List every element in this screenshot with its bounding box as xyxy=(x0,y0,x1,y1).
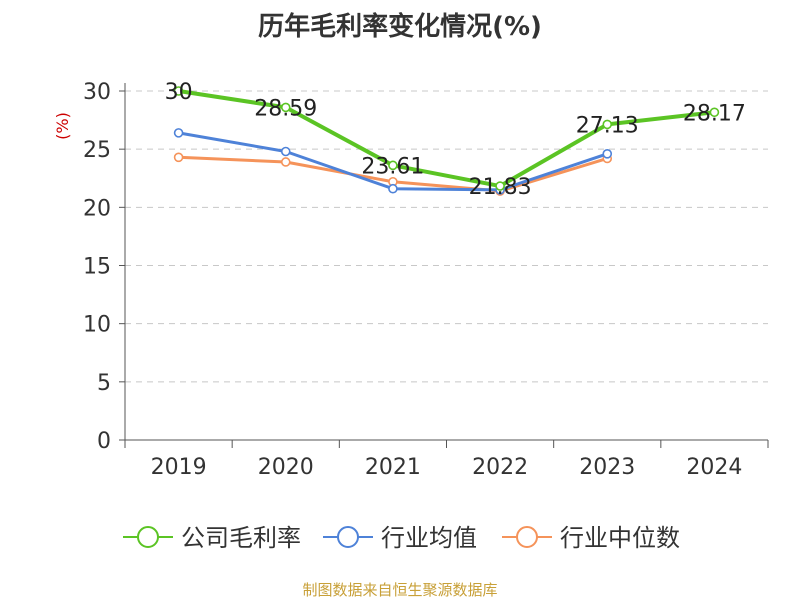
data-point[interactable] xyxy=(173,152,184,163)
data-labels: 30 28.59 23.61 21.83 27.13 28.17 xyxy=(165,80,746,200)
series-lines xyxy=(173,86,720,196)
legend: 公司毛利率 行业均值 行业中位数 xyxy=(123,524,680,552)
legend-label: 行业中位数 xyxy=(560,524,680,552)
data-point[interactable] xyxy=(280,102,291,113)
legend-item[interactable]: 行业均值 xyxy=(323,524,477,552)
legend-label: 公司毛利率 xyxy=(181,524,301,552)
source-note: 制图数据来自恒生聚源数据库 xyxy=(302,581,498,599)
data-label: 23.61 xyxy=(361,154,424,179)
data-label: 27.13 xyxy=(576,113,639,138)
data-label: 30 xyxy=(165,80,193,105)
data-label: 21.83 xyxy=(469,175,532,200)
y-axis-unit-label: (%) xyxy=(53,112,72,140)
data-point[interactable] xyxy=(173,86,184,96)
data-point[interactable] xyxy=(280,157,291,167)
data-point[interactable] xyxy=(388,160,398,171)
legend-label: 行业均值 xyxy=(381,524,477,552)
x-tick-label: 2020 xyxy=(258,455,314,480)
data-point[interactable] xyxy=(280,146,291,157)
x-tick-label: 2021 xyxy=(365,455,421,480)
data-label: 28.59 xyxy=(254,96,317,121)
y-tick-label: 10 xyxy=(83,313,111,338)
y-tick-label: 20 xyxy=(83,196,111,221)
y-tick-label: 30 xyxy=(83,80,111,105)
data-point[interactable] xyxy=(173,128,184,138)
axes: 0 5 10 15 20 25 30 2019 2020 2021 2022 2023 2024 xyxy=(83,80,769,480)
y-tick-label: 25 xyxy=(83,138,111,163)
legend-item[interactable]: 行业中位数 xyxy=(502,524,680,552)
y-tick-label: 5 xyxy=(97,371,111,396)
chart-title: 历年毛利率变化情况(%) xyxy=(258,12,542,42)
data-point[interactable] xyxy=(495,181,505,191)
data-label: 28.17 xyxy=(683,101,746,126)
x-tick-label: 2023 xyxy=(579,455,635,480)
data-point[interactable] xyxy=(709,107,720,118)
data-point[interactable] xyxy=(602,119,613,130)
data-point[interactable] xyxy=(388,183,398,194)
y-tick-label: 15 xyxy=(83,255,111,280)
legend-marker xyxy=(337,526,359,548)
x-tick-label: 2022 xyxy=(472,455,528,480)
legend-marker xyxy=(137,526,159,548)
gridlines xyxy=(125,90,768,383)
y-tick-label: 0 xyxy=(97,429,111,454)
x-tick-label: 2019 xyxy=(151,455,207,480)
series-line xyxy=(178,89,715,189)
legend-item[interactable]: 公司毛利率 xyxy=(123,524,301,552)
x-tick-label: 2024 xyxy=(686,455,742,480)
data-point[interactable] xyxy=(602,149,613,159)
legend-marker xyxy=(516,526,538,548)
